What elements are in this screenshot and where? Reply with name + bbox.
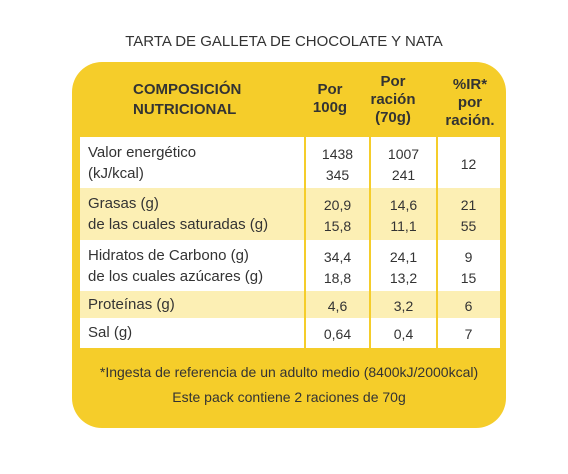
- cell-value: 3,2: [393, 297, 414, 314]
- row-label: Valor energético: [88, 143, 197, 161]
- column-divider: [369, 137, 371, 348]
- cell-value: 34,4: [323, 248, 352, 265]
- cell-value: 4,6: [327, 297, 348, 314]
- row-label: Proteínas (g): [88, 295, 175, 313]
- header-cell: (70g): [375, 109, 411, 126]
- row-label: Sal (g): [88, 324, 133, 341]
- cell-value: 24,1: [389, 248, 418, 265]
- cell-value: 15: [460, 269, 477, 286]
- column-divider: [304, 137, 306, 348]
- header-cell: COMPOSICIÓN: [133, 81, 242, 98]
- footnote: Este pack contiene 2 raciones de 70g: [172, 389, 406, 405]
- row-label: de los cuales azúcares (g): [88, 267, 264, 285]
- header-cell: Por: [317, 81, 343, 98]
- cell-value: 7: [464, 326, 473, 342]
- row-label: (kJ/kcal): [88, 164, 144, 182]
- row-label: Grasas (g): [88, 195, 159, 212]
- cell-value: 241: [391, 166, 416, 183]
- row-shade: [80, 188, 500, 240]
- cell-value: 55: [460, 218, 477, 234]
- header-cell: 100g: [312, 99, 348, 116]
- row-label: de las cuales saturadas (g): [88, 216, 269, 233]
- header-cell: NUTRICIONAL: [133, 101, 237, 118]
- cell-value: 6: [464, 297, 473, 314]
- cell-value: 21: [460, 197, 477, 213]
- row-label: Hidratos de Carbono (g): [88, 246, 249, 264]
- cell-value: 1007: [387, 145, 420, 162]
- header-cell: ración: [370, 91, 416, 108]
- column-divider: [436, 137, 438, 348]
- cell-value: 13,2: [389, 269, 418, 286]
- cell-value: 20,9: [323, 197, 352, 213]
- header-cell: %IR*: [452, 76, 488, 93]
- cell-value: 18,8: [323, 269, 352, 286]
- header-cell: ración.: [445, 112, 495, 129]
- cell-value: 11,1: [390, 218, 417, 234]
- cell-value: 1438: [321, 145, 354, 162]
- cell-value: 15,8: [323, 218, 352, 234]
- title: TARTA DE GALLETA DE CHOCOLATE Y NATA: [125, 33, 443, 50]
- cell-value: 9: [464, 248, 473, 265]
- footnote: *Ingesta de referencia de un adulto medi…: [99, 364, 479, 380]
- cell-value: 0,64: [323, 326, 352, 342]
- header-cell: Por: [380, 73, 406, 90]
- cell-value: 14,6: [389, 197, 418, 213]
- row-shade: [80, 291, 500, 318]
- cell-value: 12: [460, 155, 477, 172]
- cell-value: 0,4: [393, 326, 414, 342]
- cell-value: 345: [325, 166, 350, 183]
- header-cell: por: [457, 94, 483, 111]
